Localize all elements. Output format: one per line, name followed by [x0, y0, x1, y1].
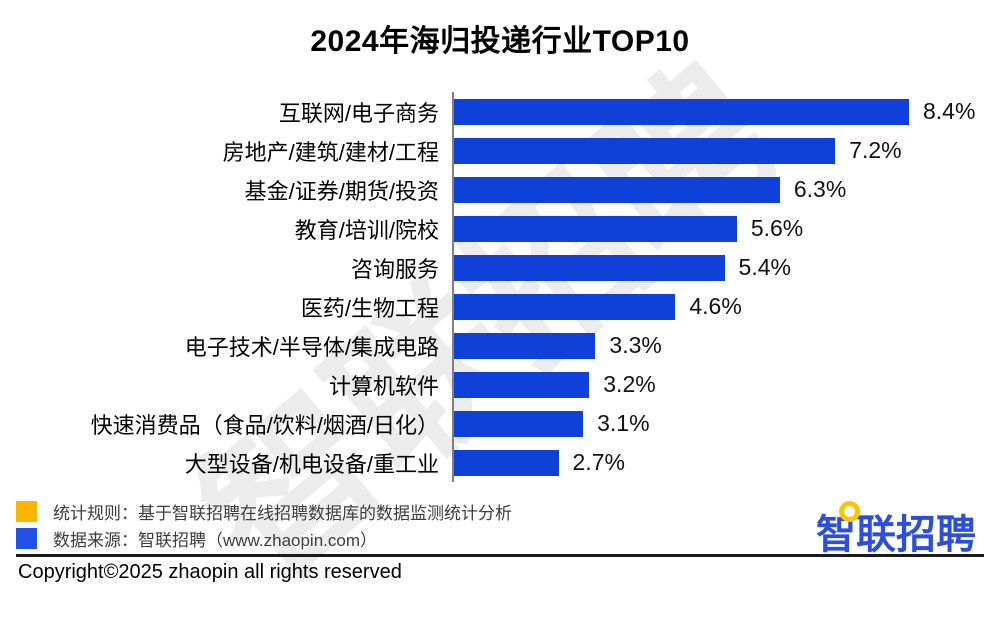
plot-area: 6.3% [452, 170, 994, 209]
value-label: 3.2% [603, 371, 656, 397]
bar-chart: 互联网/电子商务 8.4% 房地产/建筑/建材/工程 7.2% 基金/证券/期货/投资 6… [12, 92, 994, 482]
bar [454, 410, 584, 437]
chart-row: 咨询服务 5.4% [12, 248, 994, 287]
plot-area: 5.4% [452, 248, 994, 287]
divider-line [16, 554, 984, 557]
footnote-row-statistics: 统计规则：基于智联招聘在线招聘数据库的数据监测统计分析 [16, 498, 512, 525]
category-label: 快速消费品（食品/饮料/烟酒/日化） [90, 412, 439, 438]
footnote-source-text: 数据来源：智联招聘（www.zhaopin.com） [53, 531, 378, 550]
value-label: 7.2% [849, 137, 902, 163]
legend-swatch [16, 528, 37, 549]
chart-row: 电子技术/半导体/集成电路 3.3% [12, 326, 994, 365]
bar [454, 254, 725, 281]
value-label: 4.6% [689, 293, 742, 319]
plot-area: 3.1% [452, 404, 994, 443]
category-label: 医药/生物工程 [300, 295, 439, 321]
chart-row: 快速消费品（食品/饮料/烟酒/日化） 3.1% [12, 404, 994, 443]
plot-area: 4.6% [452, 287, 994, 326]
page-title: 2024年海归投递行业TOP10 [310, 25, 690, 58]
chart-row: 房地产/建筑/建材/工程 7.2% [12, 131, 994, 170]
bar [454, 371, 590, 398]
value-label: 3.3% [609, 332, 662, 358]
bar [454, 176, 780, 203]
bar [454, 215, 737, 242]
bar [454, 293, 676, 320]
value-label: 8.4% [923, 98, 976, 124]
category-label: 互联网/电子商务 [278, 100, 439, 126]
value-label: 5.6% [750, 215, 804, 241]
plot-area: 2.7% [452, 443, 994, 482]
bar [454, 137, 836, 164]
category-label: 计算机软件 [328, 373, 439, 399]
plot-area: 3.3% [452, 326, 994, 365]
category-label: 咨询服务 [350, 256, 439, 282]
chart-row: 计算机软件 3.2% [12, 365, 994, 404]
legend-swatch [16, 501, 37, 522]
footnote-statistics-text: 统计规则：基于智联招聘在线招聘数据库的数据监测统计分析 [53, 504, 512, 523]
category-label: 基金/证券/期货/投资 [244, 178, 439, 204]
value-label: 6.3% [793, 176, 847, 202]
logo-text: 智联招聘 [816, 513, 976, 557]
value-label: 5.4% [738, 254, 791, 280]
category-label: 电子技术/半导体/集成电路 [184, 334, 439, 360]
category-label: 教育/培训/院校 [294, 217, 439, 243]
logo-circle-icon [839, 501, 860, 522]
bar [454, 98, 909, 125]
bar [454, 449, 559, 476]
chart-row: 互联网/电子商务 8.4% [12, 92, 994, 131]
copyright-text: Copyright©2025 zhaopin all rights reserv… [18, 561, 402, 583]
chart-row: 医药/生物工程 4.6% [12, 287, 994, 326]
plot-area: 3.2% [452, 365, 994, 404]
plot-area: 5.6% [452, 209, 994, 248]
chart-row: 基金/证券/期货/投资 6.3% [12, 170, 994, 209]
zhaopin-logo: 智联招聘 [816, 501, 976, 560]
plot-area: 8.4% [452, 92, 994, 131]
chart-row: 大型设备/机电设备/重工业 2.7% [12, 443, 994, 482]
value-label: 3.1% [597, 410, 650, 436]
footnote-row-source: 数据来源：智联招聘（www.zhaopin.com） [16, 525, 512, 552]
bar [454, 332, 596, 359]
footnotes: 统计规则：基于智联招聘在线招聘数据库的数据监测统计分析 数据来源：智联招聘（ww… [16, 498, 512, 552]
plot-area: 7.2% [452, 131, 994, 170]
value-label: 2.7% [572, 449, 625, 475]
category-label: 房地产/建筑/建材/工程 [222, 139, 439, 165]
category-label: 大型设备/机电设备/重工业 [184, 451, 439, 477]
bar-chart-rows: 互联网/电子商务 8.4% 房地产/建筑/建材/工程 7.2% 基金/证券/期货/投资 6… [12, 92, 994, 482]
chart-row: 教育/培训/院校 5.6% [12, 209, 994, 248]
